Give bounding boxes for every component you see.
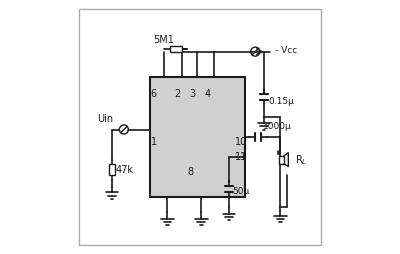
Text: 6: 6 xyxy=(150,89,156,99)
Text: 8: 8 xyxy=(187,167,193,177)
Bar xyxy=(278,156,284,164)
Text: R$_L$: R$_L$ xyxy=(295,153,307,167)
Text: 1000µ: 1000µ xyxy=(263,122,292,131)
Text: 1: 1 xyxy=(150,137,156,147)
Text: Uin: Uin xyxy=(97,115,113,124)
Text: - Vcc: - Vcc xyxy=(275,46,298,55)
Text: 47k: 47k xyxy=(115,165,133,175)
Text: 10: 10 xyxy=(235,137,248,147)
Text: 0.15µ: 0.15µ xyxy=(268,97,294,106)
Text: 3: 3 xyxy=(190,89,196,99)
Text: 11: 11 xyxy=(235,152,248,162)
Text: 5M1: 5M1 xyxy=(153,35,174,45)
Bar xyxy=(109,164,115,175)
Text: 50µ: 50µ xyxy=(232,186,250,196)
Bar xyxy=(170,46,182,52)
Text: 2: 2 xyxy=(174,89,180,99)
Bar xyxy=(150,77,245,197)
Text: 4: 4 xyxy=(204,89,210,99)
